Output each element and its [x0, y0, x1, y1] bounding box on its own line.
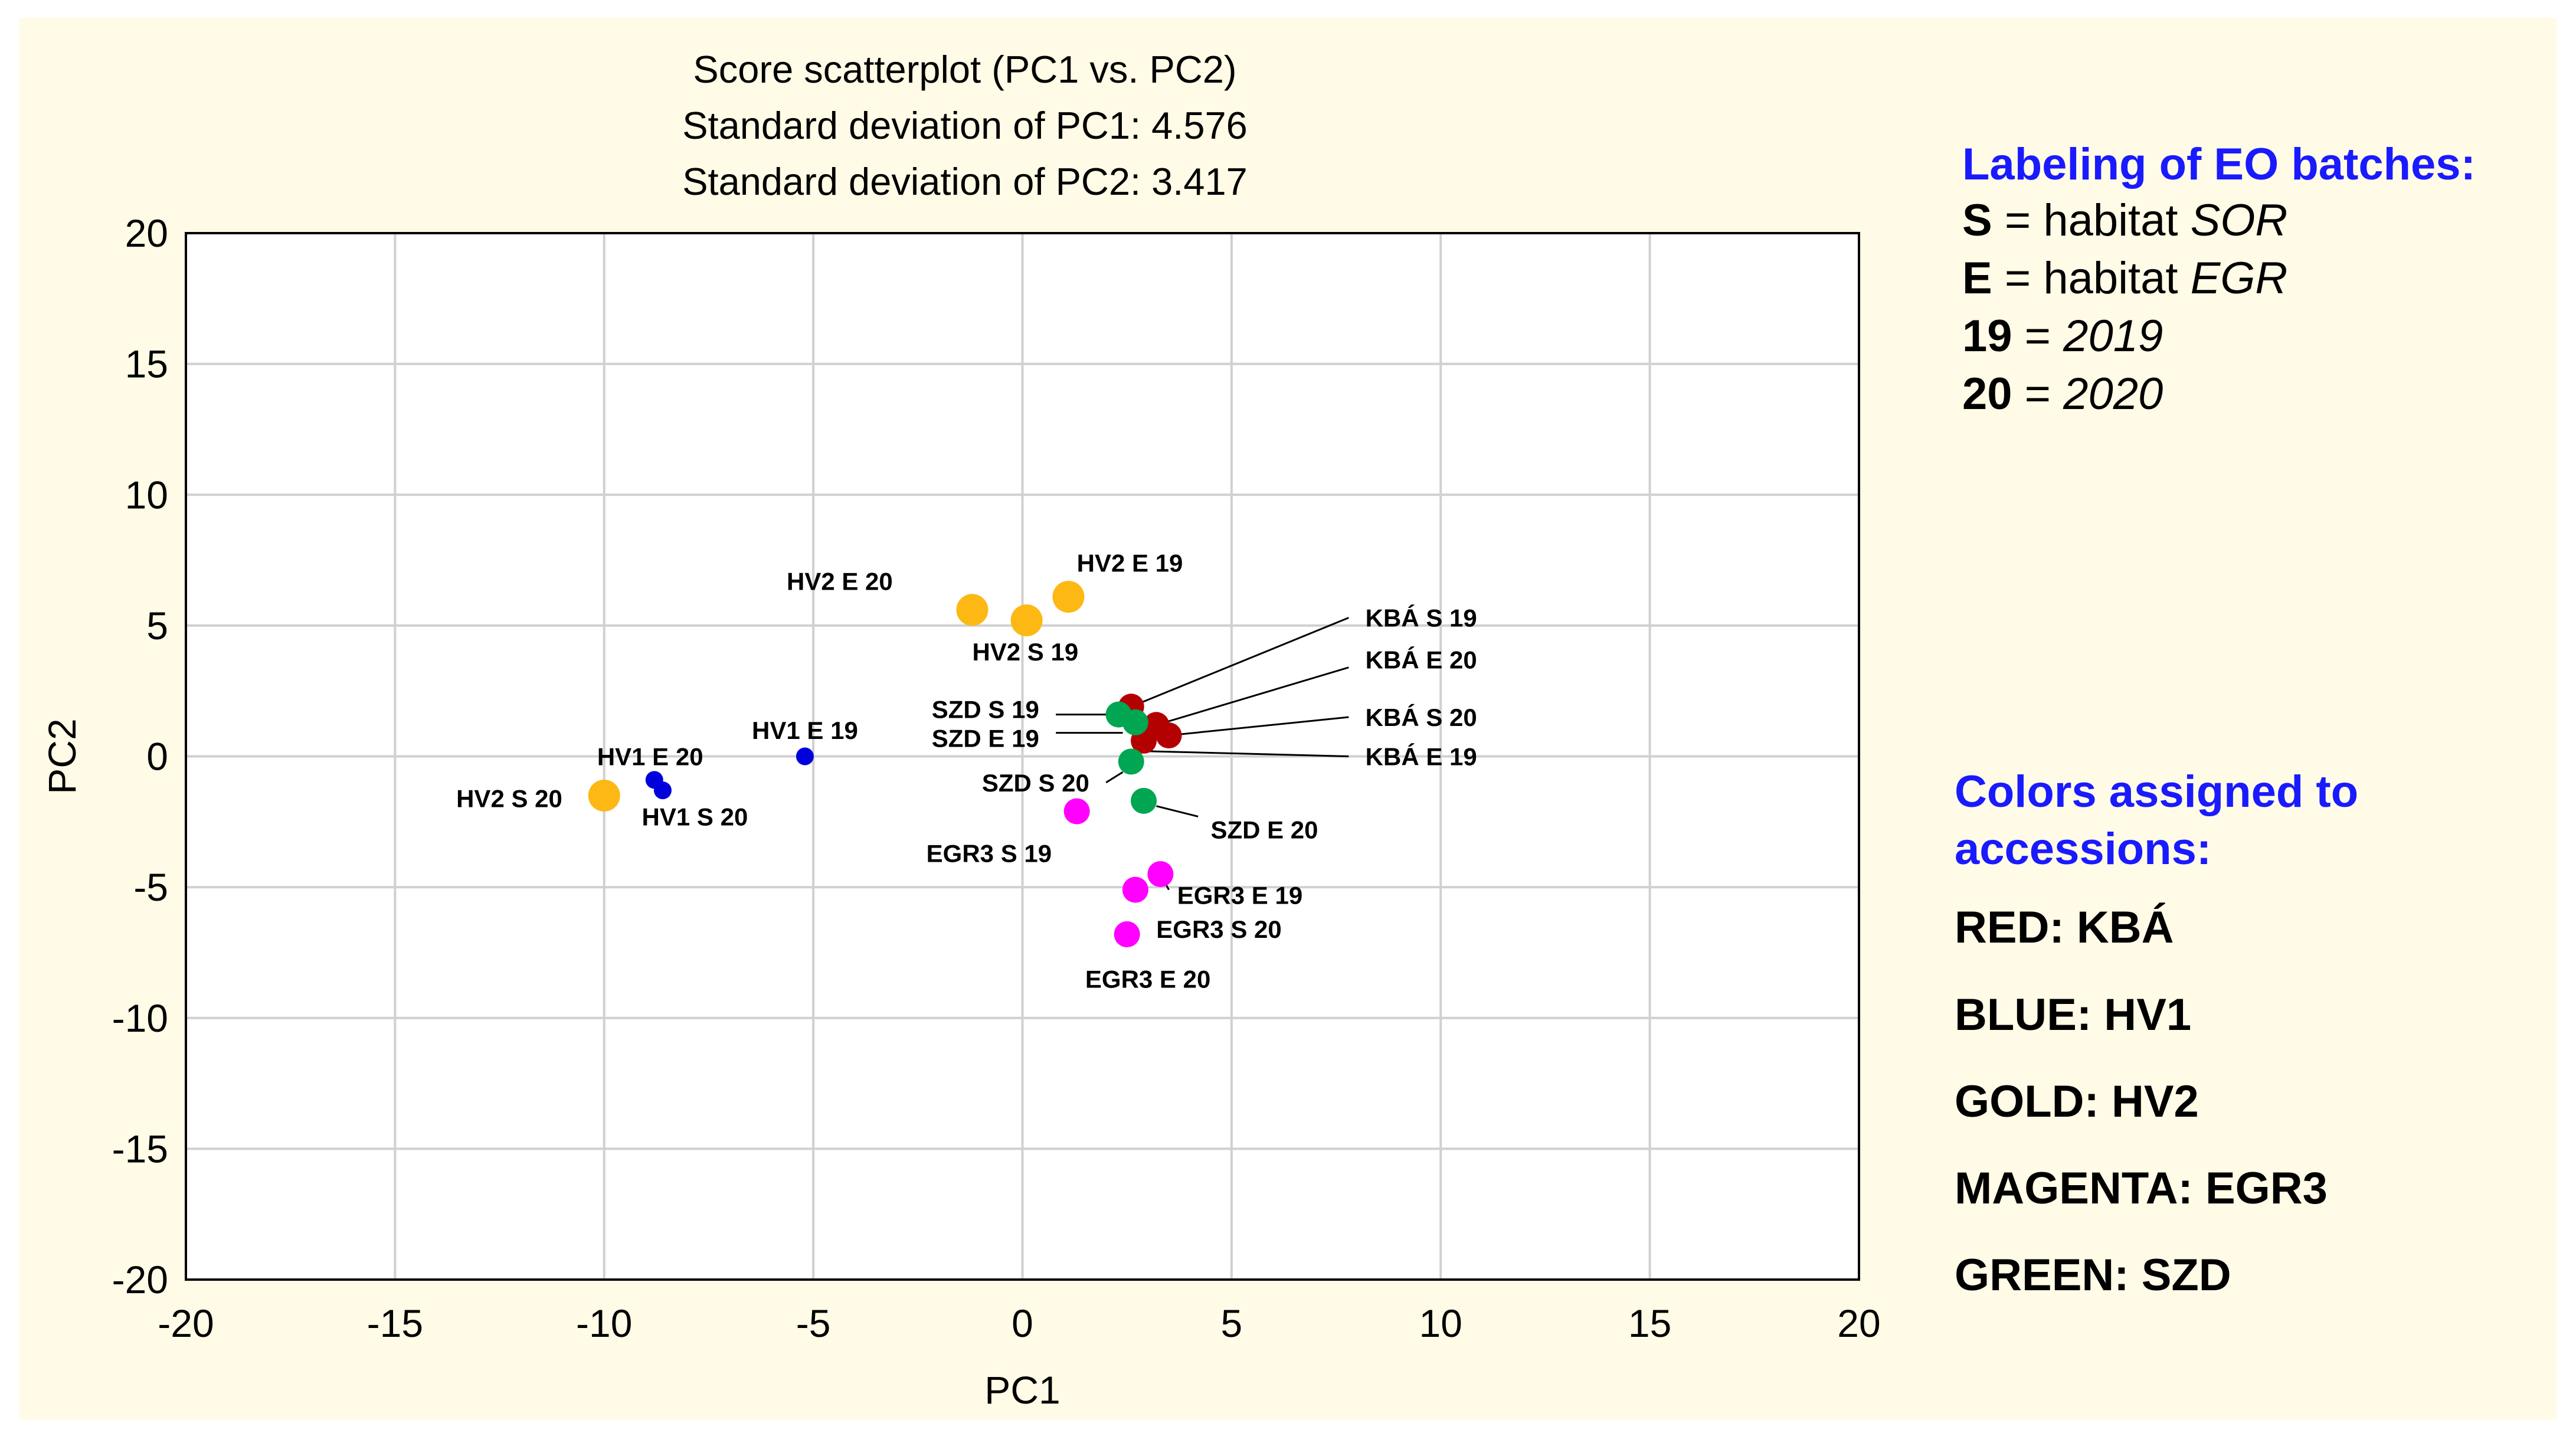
data-label: HV2 E 19: [1077, 549, 1183, 577]
color-legend-item-gold: GOLD: HV2: [1955, 1077, 2199, 1127]
color-legend-item-magenta: MAGENTA: EGR3: [1955, 1163, 2328, 1213]
y-tick-label: 5: [146, 604, 168, 647]
x-tick-label: -10: [576, 1301, 632, 1345]
leader-line: [1105, 771, 1124, 784]
data-label: HV2 S 19: [972, 638, 1078, 666]
labeling-legend-item: E = habitat EGR: [1962, 253, 2288, 303]
leader-line: [1143, 750, 1349, 757]
data-point: [1118, 748, 1144, 775]
data-point: [1147, 861, 1174, 887]
data-point: [1156, 722, 1182, 749]
y-axis-label: PC2: [40, 718, 84, 794]
plot-frame: [185, 232, 1860, 1281]
x-axis-label: PC1: [984, 1368, 1060, 1412]
chart-subtitle-pc1-sd: Standard deviation of PC1: 4.576: [682, 104, 1248, 147]
color-legend-heading-line2: accessions:: [1955, 824, 2212, 874]
data-point: [1114, 921, 1140, 947]
data-label: EGR3 S 20: [1156, 915, 1281, 943]
data-point: [1122, 709, 1148, 735]
x-tick-label: -15: [367, 1301, 423, 1345]
data-point: [588, 779, 620, 812]
data-label: EGR3 E 19: [1177, 881, 1302, 909]
color-legend-item-blue: BLUE: HV1: [1955, 990, 2192, 1040]
color-legend-heading-line1: Colors assigned to: [1955, 767, 2359, 817]
data-point: [1010, 604, 1043, 637]
x-tick-label: 5: [1221, 1301, 1243, 1345]
x-tick-label: 10: [1419, 1301, 1462, 1345]
x-tick-label: 0: [1012, 1301, 1033, 1345]
labeling-legend-item: 19 = 2019: [1962, 311, 2163, 361]
x-tick-label: 20: [1837, 1301, 1880, 1345]
data-point: [956, 594, 988, 626]
data-label: SZD E 20: [1210, 816, 1318, 844]
x-tick-label: -5: [796, 1301, 831, 1345]
data-label: EGR3 E 20: [1085, 965, 1210, 993]
y-tick-label: -5: [133, 865, 168, 909]
data-point: [1052, 581, 1085, 613]
chart-subtitle-pc2-sd: Standard deviation of PC2: 3.417: [682, 160, 1248, 203]
y-tick-label: -10: [112, 996, 168, 1040]
y-tick-label: 0: [146, 735, 168, 778]
data-label: KBÁ E 20: [1366, 646, 1477, 673]
data-point: [1131, 787, 1157, 814]
leader-line: [1131, 617, 1349, 708]
data-label: HV2 S 20: [456, 784, 562, 812]
leader-line: [1168, 716, 1349, 737]
y-tick-label: -20: [112, 1258, 168, 1301]
labeling-legend-heading: Labeling of EO batches:: [1962, 139, 2476, 189]
data-point: [1122, 876, 1148, 903]
data-point: [653, 781, 672, 800]
data-label: KBÁ E 19: [1366, 743, 1477, 771]
leader-line: [1156, 805, 1199, 817]
x-tick-label: -20: [158, 1301, 214, 1345]
data-label: HV1 E 20: [597, 743, 703, 771]
data-label: EGR3 S 19: [927, 840, 1052, 868]
data-label: HV1 E 19: [752, 717, 858, 744]
data-label: HV1 S 20: [642, 803, 748, 830]
y-tick-label: 15: [125, 342, 168, 386]
color-legend-item-green: GREEN: SZD: [1955, 1250, 2231, 1300]
x-tick-label: 15: [1628, 1301, 1671, 1345]
data-label: HV2 E 20: [787, 568, 893, 596]
labeling-legend-item: 20 = 2020: [1962, 369, 2163, 419]
data-label: KBÁ S 20: [1366, 704, 1477, 731]
data-label: SZD E 19: [932, 724, 1039, 752]
data-point: [796, 747, 814, 766]
leader-line: [1156, 666, 1349, 726]
color-legend-item-red: RED: KBÁ: [1955, 902, 2174, 953]
y-tick-label: -15: [112, 1127, 168, 1170]
data-label: KBÁ S 19: [1366, 604, 1477, 632]
chart-title: Score scatterplot (PC1 vs. PC2): [693, 48, 1237, 91]
data-label: SZD S 20: [982, 769, 1089, 797]
y-tick-label: 10: [125, 473, 168, 516]
y-tick-label: 20: [125, 211, 168, 255]
labeling-legend-item: S = habitat SOR: [1962, 195, 2288, 246]
data-point: [1063, 798, 1090, 825]
data-label: SZD S 19: [932, 696, 1039, 724]
